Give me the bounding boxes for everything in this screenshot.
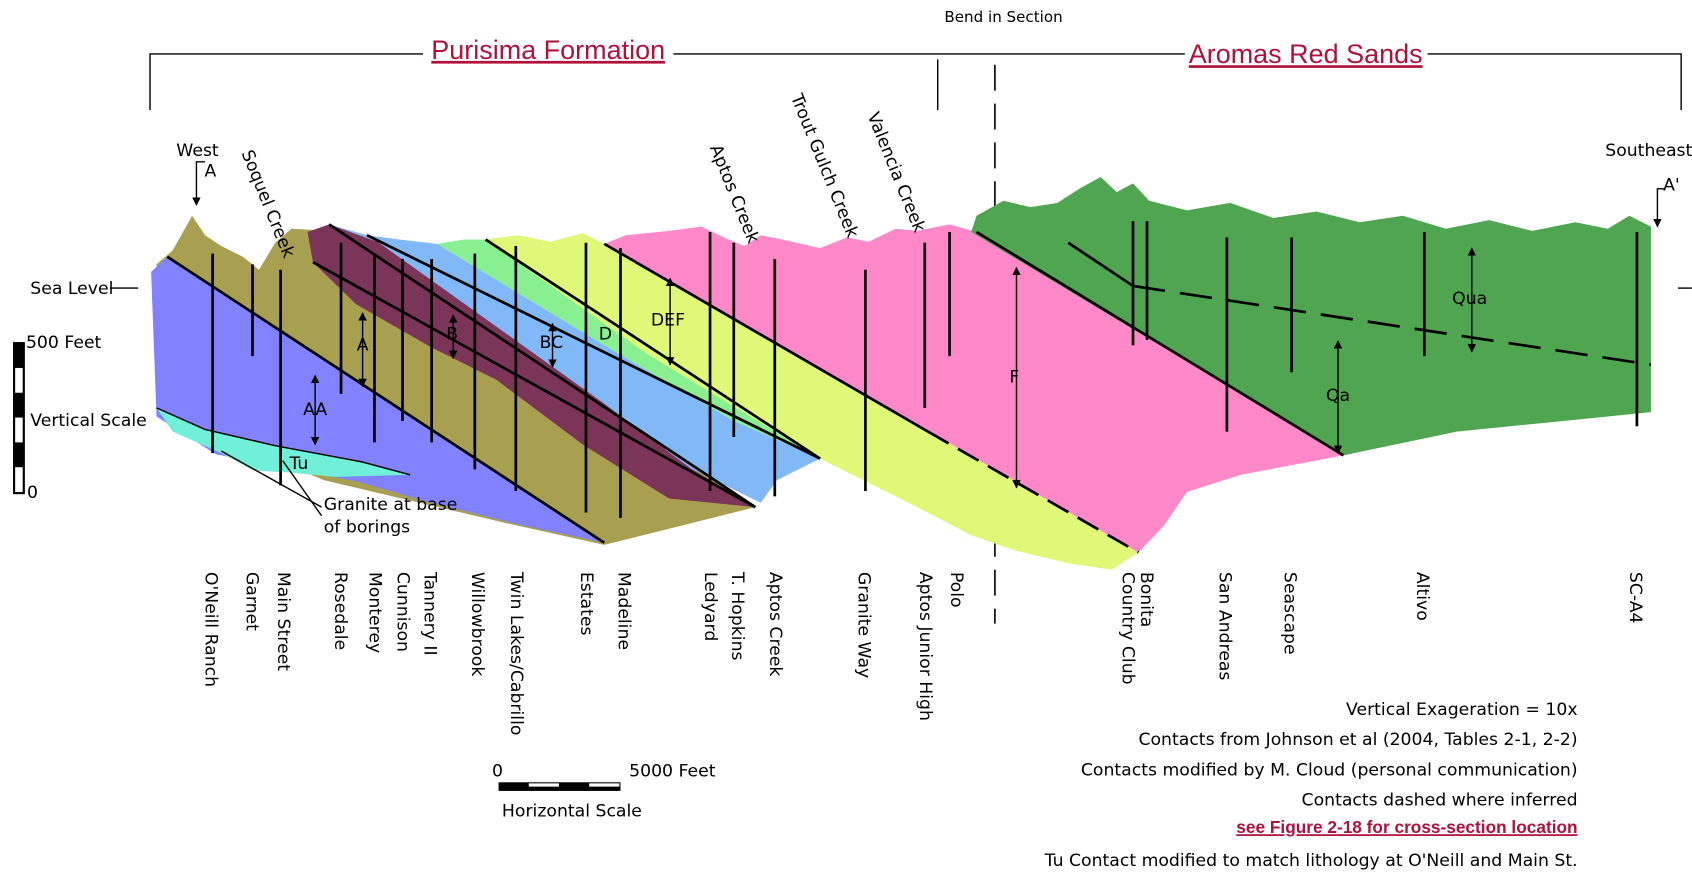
figure-link[interactable]: see Figure 2-18 for cross-section locati… [1236,817,1577,837]
unit-label: Tu [289,454,309,474]
notes: Vertical Exageration = 10x Contacts from… [1044,700,1578,871]
well-label: Main Street [273,572,293,671]
well-label: Altivo [1412,572,1432,621]
brackets [149,53,1682,111]
unit-label: Qa [1326,386,1350,406]
unit-label: DEF [651,310,685,330]
well-label: T. Hopkins [727,571,747,661]
well-label: Estates [576,572,596,636]
formation-link[interactable]: Aromas Red Sands [1189,39,1423,69]
blue-unit [329,224,821,503]
well-label: SC-A4 [1625,572,1645,624]
section-ends: West A Southeast A' [176,141,1692,228]
unit-labels: AA A B BC D DEF F Qua Qa Tu [289,289,1488,474]
granite-note: Granite at base [324,495,458,515]
pink-unit [604,224,1344,553]
scale-label: 0 [27,483,38,503]
creek-label: Soquel Creek [237,147,298,260]
note: Contacts modified by M. Cloud (personal … [1081,760,1578,780]
end-mark: A [205,162,217,182]
unit-label: AA [303,400,327,420]
well-label: Country Club [1118,572,1138,685]
end-label: West [176,141,219,161]
note: Contacts dashed where inferred [1302,791,1578,811]
note: Tu Contact modified to match lithology a… [1044,851,1578,871]
scale-label: 0 [492,761,503,781]
maroon-unit [307,224,756,508]
unit-label: B [446,324,458,344]
well-label: Rosedale [330,572,350,650]
granite-note: of borings [324,518,410,538]
horizontal-scale: 0 5000 Feet Horizontal Scale [492,761,716,821]
scale-label: Vertical Scale [30,411,146,431]
scale-label: Horizontal Scale [502,801,642,821]
scale-label: 5000 Feet [629,761,716,781]
well-label: Granite Way [853,572,873,678]
unit-label: A [357,335,369,355]
well-label: Garnet [241,572,261,631]
unit-label: F [1009,368,1019,388]
note: Contacts from Johnson et al (2004, Table… [1138,730,1577,750]
creek-label: Trout Gulch Creek [786,90,862,241]
note: Vertical Exageration = 10x [1346,700,1578,720]
well-label: Twin Lakes/Cabrillo [506,571,526,736]
unit-label: D [599,324,612,344]
green-d-unit [437,239,821,459]
yellow-unit [485,233,1139,570]
well-label: Bonita [1136,572,1156,627]
end-label: Southeast [1605,141,1692,161]
well-label: O'Neill Ranch [200,572,220,687]
unit-label: Qua [1452,289,1487,309]
contacts [156,223,1652,554]
bend-label: Bend in Section [944,8,1062,26]
unit-arrows [220,247,1477,517]
vertical-scale: Sea Level 500 Feet Vertical Scale 0 [13,279,1692,503]
unit-label: BC [540,333,564,353]
scale-label: 500 Feet [26,333,102,353]
green-unit [971,176,1651,456]
well-label: Aptos Junior High [915,572,935,721]
purple-unit [151,256,605,543]
well-label: Polo [946,572,966,608]
well-label: Aptos Creek [765,572,785,677]
well-label: Ledyard [700,572,720,641]
creek-label: Valencia Creek [863,110,929,236]
well-label: San Andreas [1215,572,1235,681]
well-label: Madeline [614,572,634,650]
sea-level: Sea Level [30,279,113,299]
wells: O'Neill Ranch Garnet Main Street Rosedale Mo… [200,221,1645,736]
end-mark: A' [1663,176,1680,196]
well-label: Monterey [364,572,384,653]
well-label: Willowbrook [467,572,487,676]
well-label: Seascape [1279,572,1299,655]
well-label: Tannery II [420,571,440,656]
well-label: Cunnison [393,572,413,652]
formation-link[interactable]: Purisima Formation [431,35,665,65]
creek-label: Aptos Creek [705,142,763,246]
